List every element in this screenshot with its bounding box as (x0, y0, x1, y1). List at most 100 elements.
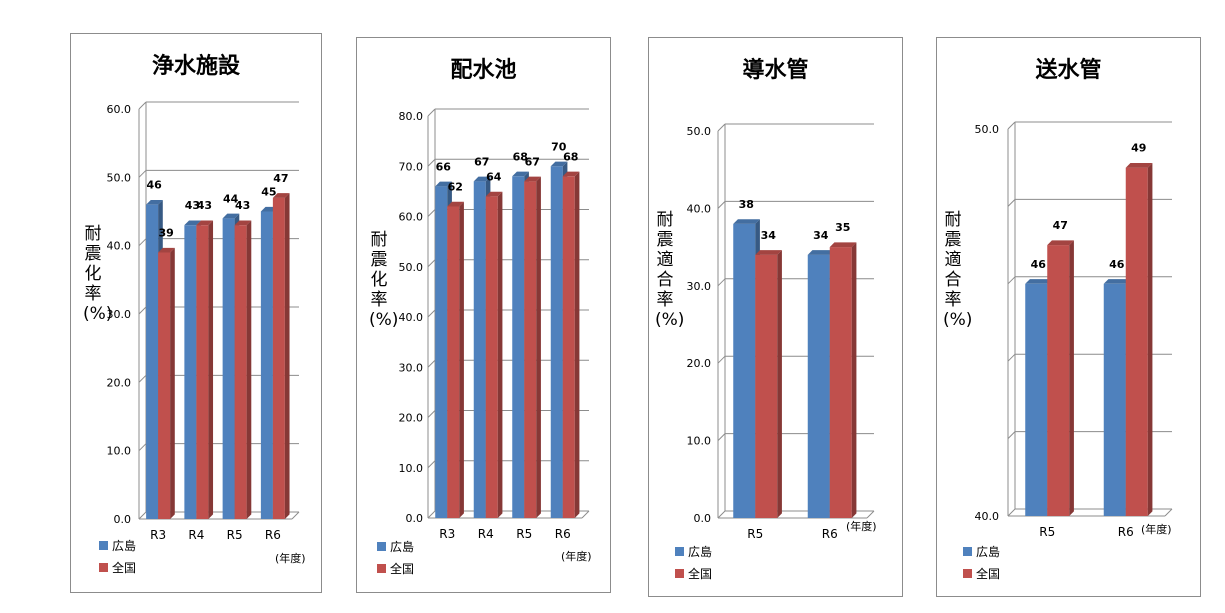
bar-top (146, 200, 163, 205)
data-label: 44 (223, 192, 239, 205)
floor-edge (291, 511, 300, 520)
legend-item-hiroshima: 広島 (377, 535, 414, 557)
bar (1125, 167, 1148, 516)
bar (272, 197, 285, 520)
gridline-side (427, 108, 436, 117)
bar-top (447, 201, 464, 207)
y-axis-label: 耐震化率(%) (83, 224, 113, 324)
data-label: 34 (761, 229, 777, 242)
data-label: 46 (1109, 258, 1125, 271)
y-axis-label: 耐震適合率(%) (943, 210, 973, 330)
bar-top (196, 220, 214, 226)
data-label: 43 (197, 199, 212, 212)
y-tick-label: 20.0 (687, 357, 712, 370)
y-tick-label: 60.0 (399, 211, 424, 224)
bar-top (1103, 279, 1131, 284)
y-tick-label: 50.0 (399, 261, 424, 274)
gridline-side (717, 278, 726, 287)
bar-top (1025, 279, 1052, 284)
y-tick-label: 0.0 (406, 512, 424, 525)
bar-top (562, 171, 580, 177)
chart-title: 送水管 (1035, 58, 1102, 83)
legend-label: 広島 (112, 538, 137, 553)
legend-item-national: 全国 (99, 556, 136, 578)
gridline-side (138, 101, 147, 110)
y-tick-label: 50.0 (687, 125, 712, 138)
gridline-side (427, 460, 436, 469)
legend: 広島 全国 (675, 540, 712, 584)
floor-edge (1164, 508, 1173, 517)
gridline-side (1007, 431, 1016, 439)
legend-label: 広島 (688, 544, 713, 559)
bar-side (497, 191, 503, 518)
y-tick-label: 0.0 (694, 512, 712, 525)
y-tick-label: 80.0 (399, 110, 424, 123)
y-tick-label: 40.0 (107, 240, 132, 253)
bar (473, 181, 486, 518)
bar (146, 204, 159, 519)
bar (550, 166, 563, 518)
legend-label: 広島 (390, 539, 415, 554)
bar-side (208, 220, 214, 519)
bar (807, 254, 830, 518)
data-label: 62 (448, 180, 463, 193)
legend-item-hiroshima: 広島 (963, 540, 1000, 562)
data-label: 39 (158, 227, 173, 240)
bar-top (755, 250, 782, 255)
bar-top (222, 213, 240, 219)
gridline-side (427, 309, 436, 318)
chart-plot: 40.0 50.0 46 47 R5 46 49 R6 (975, 121, 1173, 539)
bar (1103, 283, 1126, 516)
x-unit-label: (年度) (846, 520, 877, 533)
y-axis-label: 耐震適合率(%) (655, 210, 685, 330)
data-label: 47 (1053, 219, 1068, 232)
bar (158, 252, 171, 519)
bar-side (1147, 163, 1153, 516)
gridline-side (427, 359, 436, 368)
gridline-side (717, 433, 726, 441)
floor-edge (581, 510, 590, 519)
x-tick-label: R6 (555, 527, 571, 541)
data-label: 66 (436, 160, 452, 173)
y-tick-label: 40.0 (975, 510, 1000, 523)
bar-top (512, 171, 529, 177)
floor-edge (866, 510, 875, 519)
gridline-side (717, 123, 726, 132)
legend: 広島 全国 (377, 535, 414, 579)
x-tick-label: R3 (150, 528, 166, 542)
y-tick-label: 40.0 (687, 202, 712, 215)
y-tick-label: 10.0 (687, 435, 712, 448)
gridline-side (138, 511, 147, 520)
bar-side (1069, 240, 1074, 516)
bar-side (246, 220, 252, 519)
x-tick-label: R5 (747, 527, 763, 541)
legend-label: 全国 (390, 561, 415, 576)
chart-title: 配水池 (450, 58, 517, 83)
bar (184, 225, 197, 519)
x-tick-label: R4 (188, 528, 204, 542)
gridline-side (1007, 121, 1016, 130)
data-label: 38 (739, 198, 754, 211)
bar-top (234, 220, 252, 226)
gridline-side (717, 201, 726, 209)
bar-top (1047, 240, 1074, 246)
data-label: 43 (235, 199, 250, 212)
chart-title: 浄水施設 (151, 54, 240, 79)
bar (733, 223, 756, 518)
bar-side (574, 171, 580, 518)
data-label: 34 (813, 229, 829, 242)
data-label: 43 (185, 199, 200, 212)
legend-label: 全国 (688, 566, 713, 581)
gridline-side (427, 209, 436, 217)
y-tick-label: 50.0 (975, 123, 1000, 136)
gridline-side (427, 510, 436, 519)
chart-plot: 0.010.020.030.040.050.060.04639R34343R44… (107, 101, 300, 542)
bar-top (473, 176, 491, 182)
bar-side (851, 242, 857, 518)
y-tick-label: 10.0 (107, 445, 132, 458)
x-tick-label: R6 (265, 528, 281, 542)
bar-side (170, 247, 175, 520)
data-label: 45 (261, 186, 276, 199)
bar (755, 254, 778, 518)
bar (447, 206, 460, 518)
